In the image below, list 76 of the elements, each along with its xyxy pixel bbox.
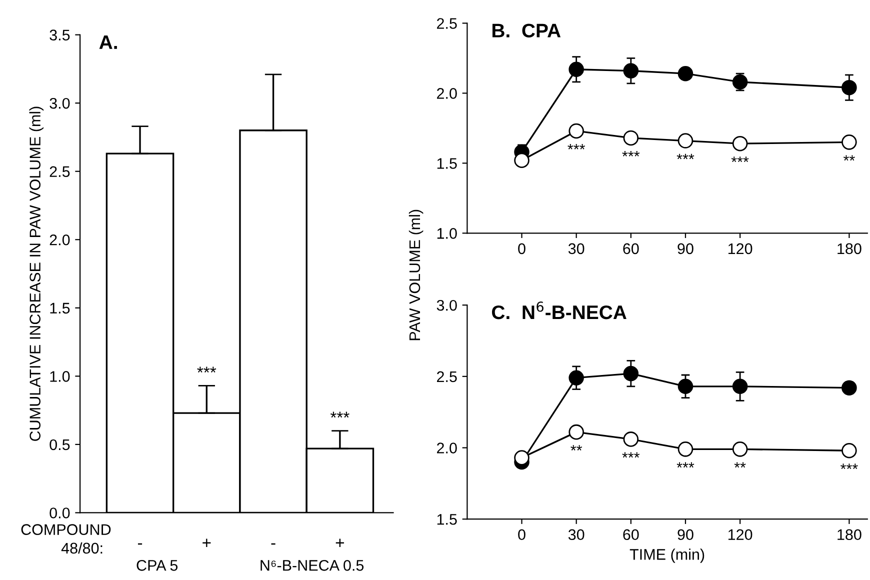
- y-tick-label: 1.5: [437, 158, 457, 169]
- x-tick-label: 120: [728, 243, 752, 254]
- point: [678, 66, 694, 82]
- x-tick-label: 30: [568, 529, 584, 540]
- y-tick-label: 2.0: [437, 88, 457, 99]
- y-tick-label: 1.5: [50, 302, 70, 314]
- text: COMPOUND: [21, 524, 111, 535]
- point: [678, 133, 694, 148]
- y-tick-label: 3.0: [50, 98, 70, 109]
- point: [568, 424, 584, 440]
- y-axis-title: PAW VOLUME (ml): [408, 210, 424, 340]
- x-tick-label: 90: [678, 243, 694, 254]
- point: [568, 123, 584, 139]
- point: [514, 450, 530, 466]
- y-tick-label: 0.5: [50, 439, 70, 450]
- y-axis-title: CUMULATIVE INCREASE IN PAW VOLUME (ml): [29, 106, 44, 441]
- data-label: ***: [840, 464, 858, 470]
- point: [732, 136, 748, 152]
- x-tick-label: 60: [623, 529, 639, 540]
- x-tick-label: 30: [568, 243, 584, 254]
- data-label: **: [844, 155, 855, 161]
- y-tick-label: 0.0: [50, 508, 70, 518]
- x-axis-title: TIME (min): [630, 548, 704, 563]
- point: [732, 378, 748, 394]
- y-tick-label: 2.0: [50, 234, 70, 246]
- y-tick-label: 1.0: [50, 371, 70, 382]
- point: [732, 74, 748, 90]
- point: [842, 134, 857, 150]
- point: [568, 370, 584, 386]
- data-label: ***: [622, 452, 640, 458]
- data-label: **: [734, 462, 746, 468]
- data-label: ***: [330, 412, 350, 418]
- point: [678, 378, 694, 394]
- text: N⁶-B-NECA 0.5: [260, 560, 364, 571]
- data-label: **: [570, 445, 582, 450]
- chart-title: B. CPA: [492, 24, 561, 38]
- y-tick-label: 3.0: [436, 300, 457, 311]
- data-label: ***: [676, 462, 694, 468]
- x-tick-label: 0: [518, 529, 526, 540]
- point: [623, 130, 639, 146]
- x-tick-label: 120: [728, 529, 752, 540]
- point: [623, 63, 639, 78]
- point: [732, 442, 748, 457]
- x-tick-label: -: [138, 543, 142, 545]
- x-tick-label: -: [271, 543, 276, 545]
- point: [678, 442, 694, 457]
- chart-title: A.: [99, 36, 117, 49]
- x-tick-label: 0: [518, 243, 526, 254]
- data-label: ***: [568, 144, 586, 150]
- x-tick-label: 60: [623, 243, 639, 254]
- point: [568, 62, 584, 78]
- data-label: ***: [622, 151, 640, 156]
- text: CPA 5: [136, 560, 178, 571]
- data-label: ***: [731, 156, 749, 162]
- x-tick-label: +: [336, 538, 344, 547]
- point: [842, 380, 857, 396]
- point: [842, 442, 857, 458]
- x-tick-label: 180: [838, 529, 862, 540]
- x-tick-label: 180: [838, 243, 862, 254]
- y-tick-label: 2.0: [437, 442, 457, 454]
- point: [842, 80, 857, 96]
- data-label: ***: [197, 366, 216, 373]
- text: 48/80:: [61, 542, 102, 554]
- y-tick-label: 1.0: [437, 228, 457, 239]
- point: [514, 152, 530, 168]
- y-tick-label: 3.5: [50, 30, 70, 40]
- data-label: ***: [676, 154, 694, 160]
- x-tick-label: 90: [678, 529, 694, 540]
- x-tick-label: +: [202, 538, 211, 547]
- y-tick-label: 2.5: [437, 371, 457, 382]
- point: [623, 432, 639, 447]
- y-tick-label: 2.5: [437, 18, 457, 29]
- chart-title: C. N$^{6}$-B-NECA: [492, 301, 626, 320]
- point: [623, 366, 639, 382]
- y-tick-label: 1.5: [437, 514, 457, 525]
- y-tick-label: 2.5: [50, 166, 70, 178]
